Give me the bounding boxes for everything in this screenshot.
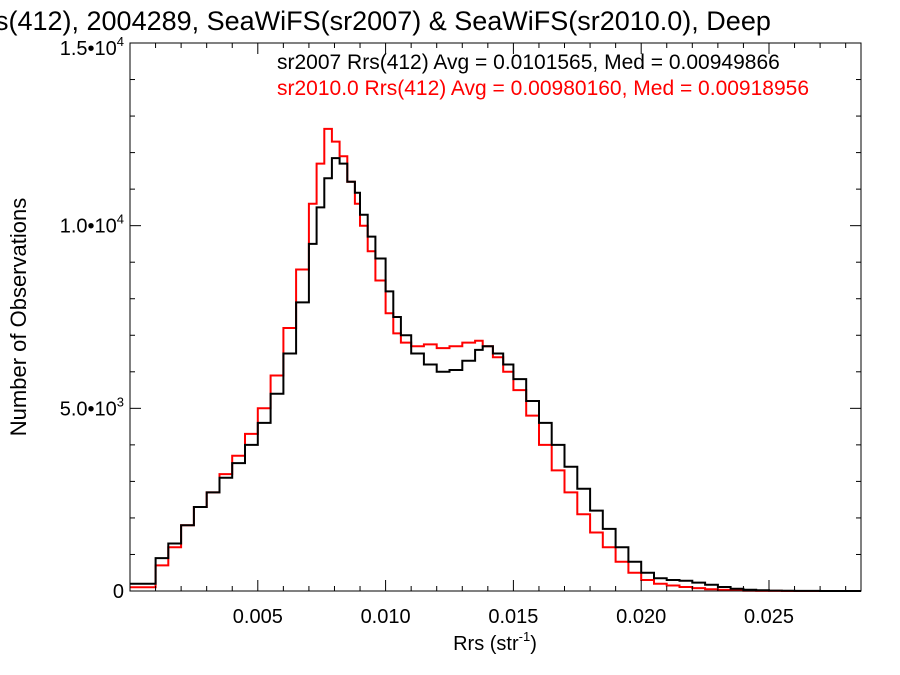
series-line-sr2007 [130, 157, 861, 592]
x-axis-label-superscript: -1 [519, 629, 531, 644]
y-axis: 0 5.0•103 1.0•104 1.5•104 [60, 34, 861, 603]
y-tick-label: 5.0•103 [60, 394, 124, 420]
series-line-sr2010 [130, 127, 861, 592]
x-tick-label: 0.025 [744, 606, 794, 628]
x-axis-label-close: ) [530, 633, 537, 655]
x-tick-label: 0.015 [488, 606, 538, 628]
y-axis-label: Number of Observations [6, 198, 31, 436]
plot-frame [129, 42, 862, 592]
x-axis-label-main: Rrs (str [453, 633, 519, 655]
x-tick-label: 0.010 [361, 606, 411, 628]
x-axis-label: Rrs (str-1) [453, 629, 537, 655]
x-axis: 0.005 0.010 0.015 0.020 0.025 [155, 43, 847, 628]
y-tick-label: 0 [113, 581, 124, 603]
x-tick-label: 0.020 [616, 606, 666, 628]
legend-sr2010: sr2010.0 Rrs(412) Avg = 0.00980160, Med … [277, 77, 809, 100]
plot-area [130, 127, 861, 592]
y-tick-label: 1.0•104 [60, 212, 124, 238]
chart-title: rs(412), 2004289, SeaWiFS(sr2007) & SeaW… [0, 6, 771, 36]
x-tick-label: 0.005 [233, 606, 283, 628]
legend-sr2007: sr2007 Rrs(412) Avg = 0.0101565, Med = 0… [277, 51, 780, 74]
y-tick-label: 1.5•104 [60, 34, 124, 60]
